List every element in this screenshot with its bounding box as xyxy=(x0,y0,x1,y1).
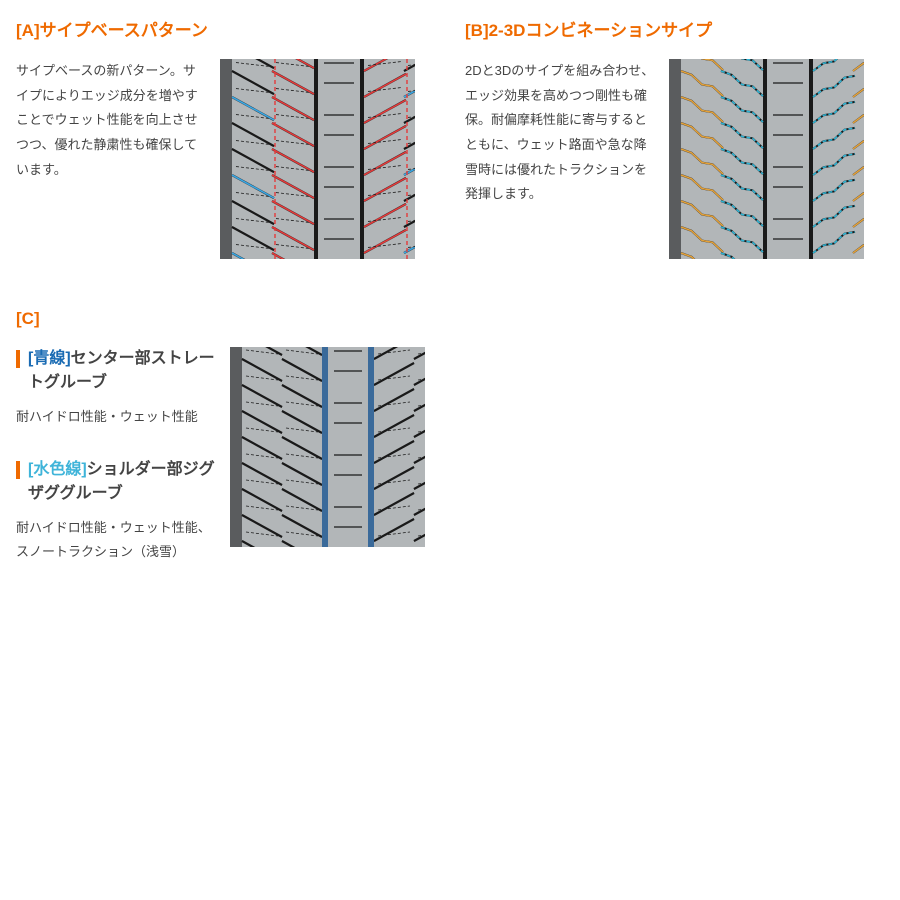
tire-image-b xyxy=(669,59,864,259)
description-a: サイプベースの新パターン。サイプによりエッジ成分を増やすことでウェット性能を向上… xyxy=(16,59,206,182)
body-c: [青線]センター部ストレートグルーブ耐ハイドロ性能・ウェット性能 [水色線]ショル… xyxy=(16,347,436,593)
subsection-title-0: [青線]センター部ストレートグルーブ xyxy=(28,347,216,395)
orange-bar-icon xyxy=(16,350,20,368)
section-b: [B]2-3Dコンビネーションサイプ 2Dと3Dのサイプを組み合わせ、エッジ効果… xyxy=(465,16,884,259)
section-a: [A]サイプベースパターン サイプベースの新パターン。サイプによりエッジ成分を増… xyxy=(16,16,435,259)
subsection-heading-1: [水色線]ショルダー部ジグザググルーブ xyxy=(16,458,216,506)
subsection-desc-1: 耐ハイドロ性能・ウェット性能、スノートラクション（浅雪） xyxy=(16,516,216,565)
subsection-0: [青線]センター部ストレートグルーブ耐ハイドロ性能・ウェット性能 xyxy=(16,347,216,430)
subsection-prefix-1: [水色線] xyxy=(28,461,87,478)
subsection-title-1: [水色線]ショルダー部ジグザググルーブ xyxy=(28,458,216,506)
body-a: サイプベースの新パターン。サイプによりエッジ成分を増やすことでウェット性能を向上… xyxy=(16,59,435,259)
orange-bar-icon xyxy=(16,461,20,479)
tire-image-c xyxy=(230,347,425,547)
row-bottom: [C] [青線]センター部ストレートグルーブ耐ハイドロ性能・ウェット性能 [水色線… xyxy=(16,309,884,593)
tire-image-a xyxy=(220,59,415,259)
description-c: [青線]センター部ストレートグルーブ耐ハイドロ性能・ウェット性能 [水色線]ショル… xyxy=(16,347,216,593)
body-b: 2Dと3Dのサイプを組み合わせ、エッジ効果を高めつつ剛性も確保。耐偏摩耗性能に寄… xyxy=(465,59,884,259)
subsection-heading-0: [青線]センター部ストレートグルーブ xyxy=(16,347,216,395)
subsection-desc-0: 耐ハイドロ性能・ウェット性能 xyxy=(16,405,216,430)
heading-c: [C] xyxy=(16,309,436,329)
description-b: 2Dと3Dのサイプを組み合わせ、エッジ効果を高めつつ剛性も確保。耐偏摩耗性能に寄… xyxy=(465,59,655,207)
section-c: [C] [青線]センター部ストレートグルーブ耐ハイドロ性能・ウェット性能 [水色線… xyxy=(16,309,436,593)
row-top: [A]サイプベースパターン サイプベースの新パターン。サイプによりエッジ成分を増… xyxy=(16,16,884,259)
subsection-prefix-0: [青線] xyxy=(28,350,71,367)
subsection-1: [水色線]ショルダー部ジグザググルーブ耐ハイドロ性能・ウェット性能、スノートラク… xyxy=(16,458,216,565)
heading-a: [A]サイプベースパターン xyxy=(16,16,435,41)
heading-b: [B]2-3Dコンビネーションサイプ xyxy=(465,16,884,41)
